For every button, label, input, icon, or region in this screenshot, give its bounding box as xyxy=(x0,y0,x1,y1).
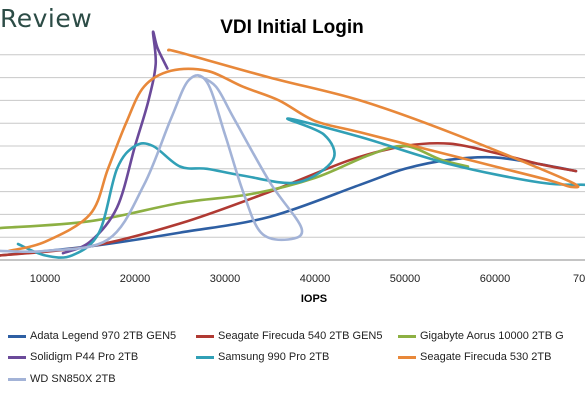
x-tick-label: 20000 xyxy=(120,273,151,285)
legend-label: WD SN850X 2TB xyxy=(30,373,116,385)
x-axis-ticks: 10000 20000 30000 40000 50000 60000 70 xyxy=(30,273,585,285)
x-tick-label: 40000 xyxy=(300,273,331,285)
legend-swatch xyxy=(196,355,214,359)
legend-label: Adata Legend 970 2TB GEN5 xyxy=(30,330,177,342)
x-tick-label: 70 xyxy=(573,273,585,285)
legend-item: Adata Legend 970 2TB GEN5 xyxy=(8,326,176,346)
x-tick-label: 30000 xyxy=(210,273,241,285)
legend-swatch xyxy=(398,355,416,359)
gridlines xyxy=(0,54,585,261)
legend-label: Seagate Firecuda 530 2TB xyxy=(420,351,552,363)
legend-item: Seagate Firecuda 530 2TB xyxy=(398,347,551,367)
legend-item: Solidigm P44 Pro 2TB xyxy=(8,347,138,367)
series-line xyxy=(0,155,578,257)
brand-logo-text: Review xyxy=(0,4,93,33)
legend-swatch xyxy=(8,377,26,381)
series-line xyxy=(7,48,580,253)
legend-label: Solidigm P44 Pro 2TB xyxy=(30,351,139,363)
series-layer xyxy=(0,30,585,259)
series-line xyxy=(16,117,585,259)
legend-label: Samsung 990 Pro 2TB xyxy=(218,351,330,363)
legend-label: Seagate Firecuda 540 2TB GEN5 xyxy=(218,330,383,342)
legend-item: Gigabyte Aorus 10000 2TB G xyxy=(398,326,564,346)
x-tick-label: 60000 xyxy=(480,273,511,285)
legend-swatch xyxy=(196,334,214,338)
x-axis-label: IOPS xyxy=(301,293,327,305)
series-line xyxy=(0,74,304,254)
legend-swatch xyxy=(8,334,26,338)
legend-item: WD SN850X 2TB xyxy=(8,369,116,389)
x-tick-label: 10000 xyxy=(30,273,61,285)
legend: Adata Legend 970 2TB GEN5 Seagate Firecud… xyxy=(0,322,585,401)
legend-swatch xyxy=(8,355,26,359)
series-line xyxy=(0,144,470,230)
series-line xyxy=(61,30,169,255)
legend-item: Samsung 990 Pro 2TB xyxy=(196,347,329,367)
legend-swatch xyxy=(398,334,416,338)
legend-item: Seagate Firecuda 540 2TB GEN5 xyxy=(196,326,382,346)
x-tick-label: 50000 xyxy=(390,273,421,285)
legend-label: Gigabyte Aorus 10000 2TB G xyxy=(420,330,564,342)
chart-title: VDI Initial Login xyxy=(220,17,364,38)
